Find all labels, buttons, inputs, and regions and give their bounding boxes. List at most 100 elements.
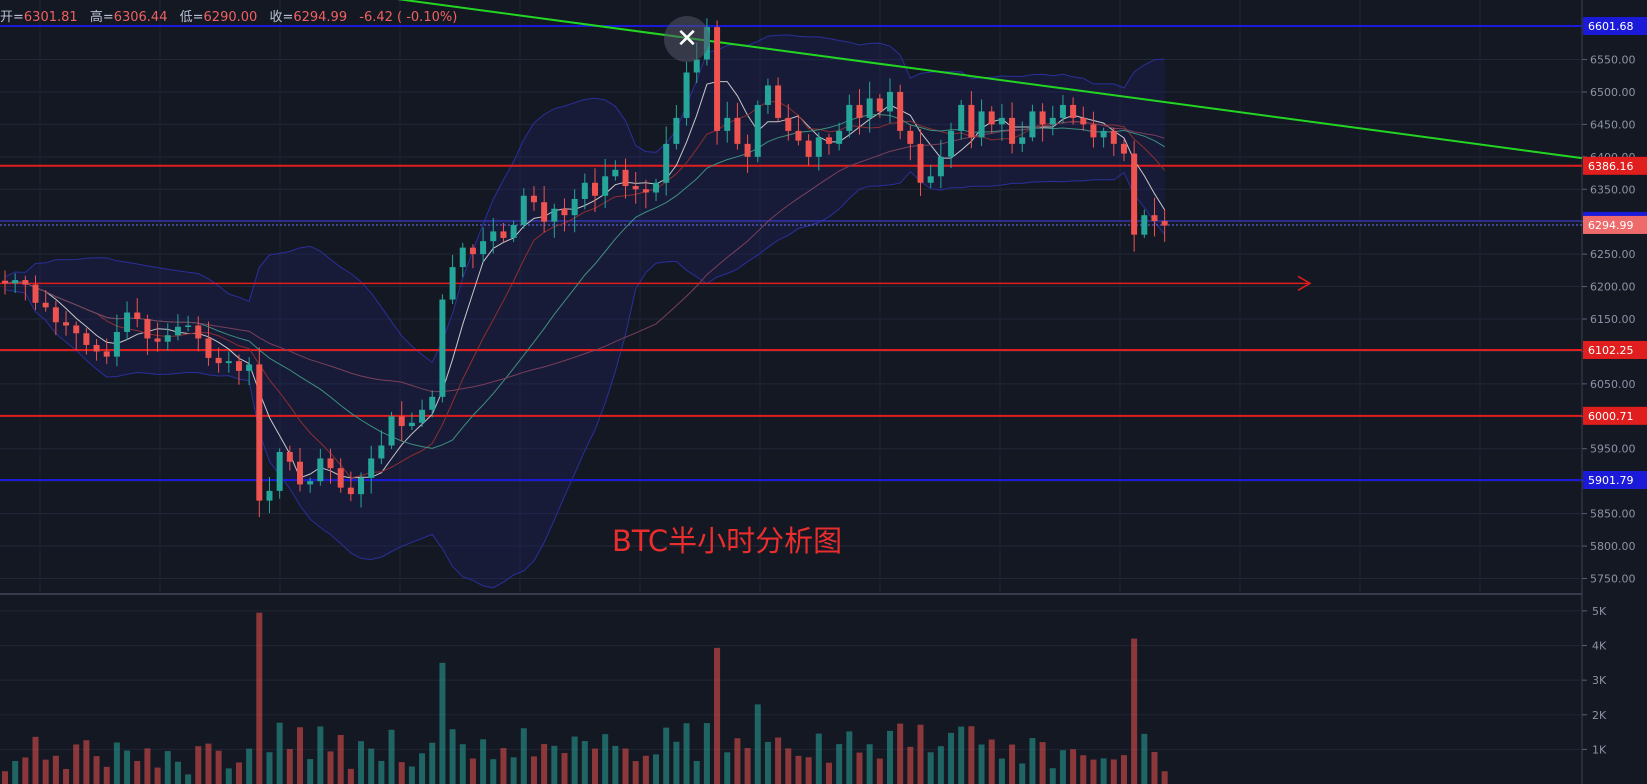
volume-bar	[73, 744, 80, 784]
volume-bar	[1100, 758, 1107, 784]
volume-bar	[775, 737, 782, 784]
candle-body	[917, 143, 924, 183]
candle-body	[724, 117, 731, 131]
candle-body	[775, 85, 782, 118]
candle-body	[734, 117, 741, 144]
volume-bar	[174, 761, 181, 784]
volume-bar	[541, 744, 548, 784]
volume-bar	[42, 759, 49, 784]
candle-body	[551, 208, 558, 222]
volume-bar	[693, 760, 700, 784]
close-icon: ✕	[676, 24, 698, 54]
volume-bar	[744, 748, 751, 784]
close-label: 收=	[269, 10, 294, 25]
volume-bar	[398, 762, 405, 784]
y-tick-label: 5750.00	[1590, 572, 1636, 585]
volume-bar	[1131, 638, 1138, 784]
volume-bar	[764, 741, 771, 784]
volume-tick-label: 1K	[1592, 743, 1607, 756]
volume-bar	[205, 743, 212, 784]
candle-body	[602, 176, 609, 196]
candle-body	[1090, 124, 1097, 138]
candle-body	[32, 284, 39, 303]
candle-body	[948, 130, 955, 157]
close-button[interactable]: ✕	[664, 16, 710, 62]
volume-bar	[1151, 752, 1158, 784]
target-arrow-head	[1297, 275, 1312, 291]
y-tick-label: 6250.00	[1590, 248, 1636, 261]
candle-body	[297, 461, 303, 485]
volume-bar	[876, 758, 883, 784]
volume-bar	[266, 752, 273, 784]
candle-body	[510, 224, 517, 238]
volume-bar	[1141, 733, 1148, 784]
candle-body	[683, 72, 690, 118]
candle-body	[205, 338, 212, 358]
candle-body	[246, 364, 253, 371]
y-tick-label: 5850.00	[1590, 508, 1636, 521]
bollinger-lower	[4, 170, 1166, 589]
volume-bar	[419, 753, 426, 784]
candle-body	[42, 302, 49, 308]
volume-bar	[825, 762, 832, 784]
open-label: 开=	[0, 10, 24, 25]
volume-bar	[602, 734, 609, 784]
volume-bar	[469, 758, 476, 784]
volume-bars	[2, 612, 1168, 784]
volume-bar	[388, 729, 395, 784]
candle-body	[1070, 104, 1077, 118]
candle-body	[541, 202, 548, 222]
chart-title: BTC半小时分析图	[612, 524, 843, 558]
downtrend-line	[397, 0, 1583, 160]
candle-body	[480, 241, 487, 255]
candle-body	[103, 351, 110, 357]
volume-bar	[185, 774, 192, 784]
candle-body	[632, 186, 639, 190]
volume-bar	[998, 758, 1005, 784]
volume-bar	[937, 746, 944, 784]
candle-body	[2, 280, 8, 284]
candle-body	[612, 169, 619, 177]
candle-body	[846, 104, 853, 131]
volume-bar	[246, 748, 253, 784]
volume-bar	[978, 744, 985, 784]
high-value: 6306.44	[113, 10, 168, 25]
candle-body	[1151, 215, 1158, 222]
volume-bar	[317, 726, 324, 784]
volume-bar	[968, 726, 975, 784]
volume-bar	[439, 662, 446, 784]
candle-body	[958, 104, 965, 131]
candle-body	[164, 335, 171, 342]
trendline	[397, 0, 1583, 160]
price-label-text: 6294.99	[1588, 219, 1634, 232]
volume-bar	[653, 754, 660, 784]
price-label-text: 6386.16	[1588, 160, 1634, 173]
candle-body	[998, 117, 1005, 125]
candle-body	[347, 487, 354, 495]
volume-bar	[622, 748, 629, 784]
volume-bar	[1070, 749, 1077, 784]
candle-body	[256, 364, 263, 501]
candle-body	[83, 333, 90, 345]
price-label-box	[1583, 156, 1647, 175]
candle-body	[907, 130, 914, 144]
volume-bar	[663, 727, 670, 784]
price-label-text: 5901.79	[1588, 474, 1634, 487]
candle-body	[225, 361, 232, 364]
y-tick-label: 6550.00	[1590, 54, 1636, 67]
volume-bar	[286, 749, 293, 784]
candle-body	[693, 59, 700, 73]
bollinger-upper	[4, 34, 1165, 364]
candle-body	[622, 169, 629, 187]
volume-bar	[836, 744, 843, 784]
candle-body	[266, 490, 273, 501]
candle-body	[530, 195, 537, 203]
candle-body	[73, 325, 80, 334]
change-value: -6.42 ( -0.10%)	[359, 10, 458, 25]
price-label-box	[1583, 340, 1647, 359]
volume-bar	[337, 735, 344, 784]
candle-body	[429, 396, 436, 410]
volume-axis: 5K 4K 3K 2K 1K	[1582, 605, 1607, 756]
volume-bar	[754, 704, 761, 784]
